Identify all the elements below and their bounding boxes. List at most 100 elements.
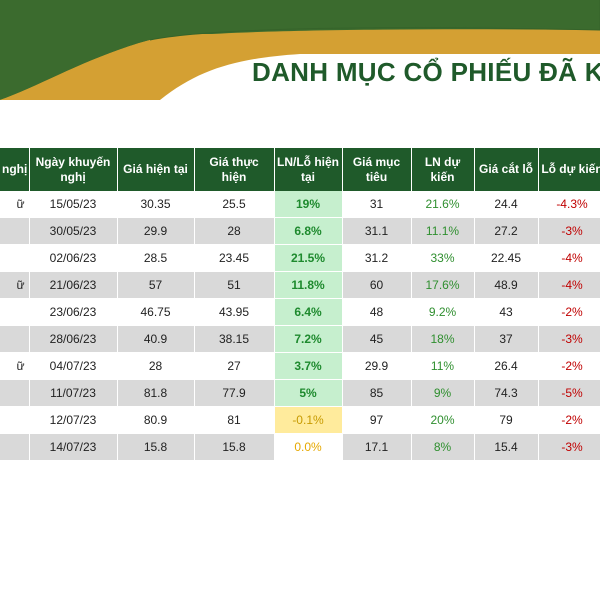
table-cell: 40.9 [117, 325, 195, 353]
table-cell: 18% [411, 325, 475, 353]
table-cell: -2% [538, 406, 600, 434]
table-cell: 0.0% [274, 433, 343, 461]
table-cell: 79 [474, 406, 539, 434]
table-cell: 33% [411, 244, 475, 272]
table-cell: -3% [538, 217, 600, 245]
table-row: 28/06/23 40.9 38.15 7.2% 45 18% 37 -3% [0, 325, 600, 353]
header-cell: LN/Lỗ hiện tại [274, 148, 343, 191]
table-cell [0, 298, 30, 326]
table-cell: 27 [194, 352, 275, 380]
table-cell: 30/05/23 [29, 217, 118, 245]
header-cell: Giá hiện tại [117, 148, 195, 191]
table-cell: 77.9 [194, 379, 275, 407]
table-cell: 21.6% [411, 191, 475, 218]
table-body: ữ 15/05/23 30.35 25.5 19% 31 21.6% 24.4 -4.3% 30/… [0, 191, 600, 461]
table-cell: 15.8 [194, 433, 275, 461]
table-cell: 11/07/23 [29, 379, 118, 407]
table-cell: 3.7% [274, 352, 343, 380]
table-cell: 46.75 [117, 298, 195, 326]
table-cell: 11.8% [274, 271, 343, 299]
table-cell: 02/06/23 [29, 244, 118, 272]
table-cell: 20% [411, 406, 475, 434]
table-cell: 28 [117, 352, 195, 380]
table-cell [0, 244, 30, 272]
table-cell: 6.8% [274, 217, 343, 245]
table-cell: 25.5 [194, 191, 275, 218]
table-cell: 45 [342, 325, 412, 353]
table-cell: 85 [342, 379, 412, 407]
table-cell: 29.9 [342, 352, 412, 380]
table-cell: 12/07/23 [29, 406, 118, 434]
table-cell: 43.95 [194, 298, 275, 326]
header-cell: nghị [0, 148, 30, 191]
table-cell: 48 [342, 298, 412, 326]
table-cell: 97 [342, 406, 412, 434]
table-cell: 28/06/23 [29, 325, 118, 353]
table-cell [0, 325, 30, 353]
table-cell: 11% [411, 352, 475, 380]
header-cell: Ngày khuyến nghị [29, 148, 118, 191]
header-cell: Giá cắt lỗ [474, 148, 539, 191]
table-cell: 37 [474, 325, 539, 353]
table-cell: 57 [117, 271, 195, 299]
table-cell: 6.4% [274, 298, 343, 326]
table-cell: 11.1% [411, 217, 475, 245]
table-cell: ữ [0, 352, 30, 380]
table-cell: 17.1 [342, 433, 412, 461]
header-cell: LN dự kiến [411, 148, 475, 191]
table-row: 02/06/23 28.5 23.45 21.5% 31.2 33% 22.45 -4% [0, 244, 600, 272]
table-cell [0, 406, 30, 434]
page-title: DANH MỤC CỔ PHIẾU ĐÃ K [252, 57, 600, 87]
table-cell: 17.6% [411, 271, 475, 299]
table-cell: 74.3 [474, 379, 539, 407]
table-cell: -4% [538, 271, 600, 299]
header-cell: Giá mục tiêu [342, 148, 412, 191]
table-cell: 23.45 [194, 244, 275, 272]
table-cell: ữ [0, 191, 30, 218]
table-cell: 51 [194, 271, 275, 299]
table-header-row: nghị Ngày khuyến nghị Giá hiện tại Giá t… [0, 148, 600, 191]
table-cell: -5% [538, 379, 600, 407]
table-cell: 14/07/23 [29, 433, 118, 461]
table-cell: 31.1 [342, 217, 412, 245]
table-cell: -2% [538, 352, 600, 380]
table-row: 30/05/23 29.9 28 6.8% 31.1 11.1% 27.2 -3% [0, 217, 600, 245]
header-banner: DANH MỤC CỔ PHIẾU ĐÃ K [0, 0, 600, 100]
table-row: ữ 15/05/23 30.35 25.5 19% 31 21.6% 24.4 -4.3% [0, 191, 600, 218]
table-cell: 5% [274, 379, 343, 407]
table-cell [0, 433, 30, 461]
table-cell: 26.4 [474, 352, 539, 380]
table-cell: 15.4 [474, 433, 539, 461]
table-cell: 15/05/23 [29, 191, 118, 218]
portfolio-table: nghị Ngày khuyến nghị Giá hiện tại Giá t… [0, 148, 600, 461]
table-cell: 9.2% [411, 298, 475, 326]
table-cell: -4.3% [538, 191, 600, 218]
table-cell: 38.15 [194, 325, 275, 353]
table-cell: 19% [274, 191, 343, 218]
table-row: ữ 04/07/23 28 27 3.7% 29.9 11% 26.4 -2% [0, 352, 600, 380]
table-cell: 81.8 [117, 379, 195, 407]
table-row: 12/07/23 80.9 81 -0.1% 97 20% 79 -2% [0, 406, 600, 434]
table-row: ữ 21/06/23 57 51 11.8% 60 17.6% 48.9 -4% [0, 271, 600, 299]
table-cell: 29.9 [117, 217, 195, 245]
table-cell: 28.5 [117, 244, 195, 272]
table-cell: 04/07/23 [29, 352, 118, 380]
table-cell: 22.45 [474, 244, 539, 272]
table-row: 11/07/23 81.8 77.9 5% 85 9% 74.3 -5% [0, 379, 600, 407]
table-cell: -4% [538, 244, 600, 272]
table-cell: 7.2% [274, 325, 343, 353]
table-cell: 81 [194, 406, 275, 434]
table-cell: 30.35 [117, 191, 195, 218]
table-cell: 80.9 [117, 406, 195, 434]
table-cell: 27.2 [474, 217, 539, 245]
table-cell: 23/06/23 [29, 298, 118, 326]
table-cell: -3% [538, 325, 600, 353]
table-cell: 48.9 [474, 271, 539, 299]
table-cell: 8% [411, 433, 475, 461]
table-cell: 15.8 [117, 433, 195, 461]
table-cell: 43 [474, 298, 539, 326]
table-cell [0, 379, 30, 407]
table-cell: 31 [342, 191, 412, 218]
table-cell: 28 [194, 217, 275, 245]
table-cell: -2% [538, 298, 600, 326]
